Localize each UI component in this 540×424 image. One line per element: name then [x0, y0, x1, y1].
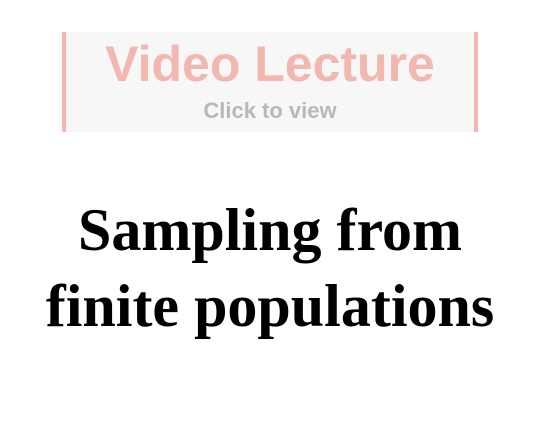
page-title-line-1: Sampling from [78, 197, 462, 263]
page-title-line-2: finite populations [45, 273, 495, 339]
page-title: Sampling from finite populations [0, 192, 540, 344]
video-lecture-button[interactable]: Video Lecture Click to view [62, 32, 478, 132]
video-lecture-title: Video Lecture [105, 36, 435, 92]
click-to-view-label: Click to view [203, 98, 337, 123]
